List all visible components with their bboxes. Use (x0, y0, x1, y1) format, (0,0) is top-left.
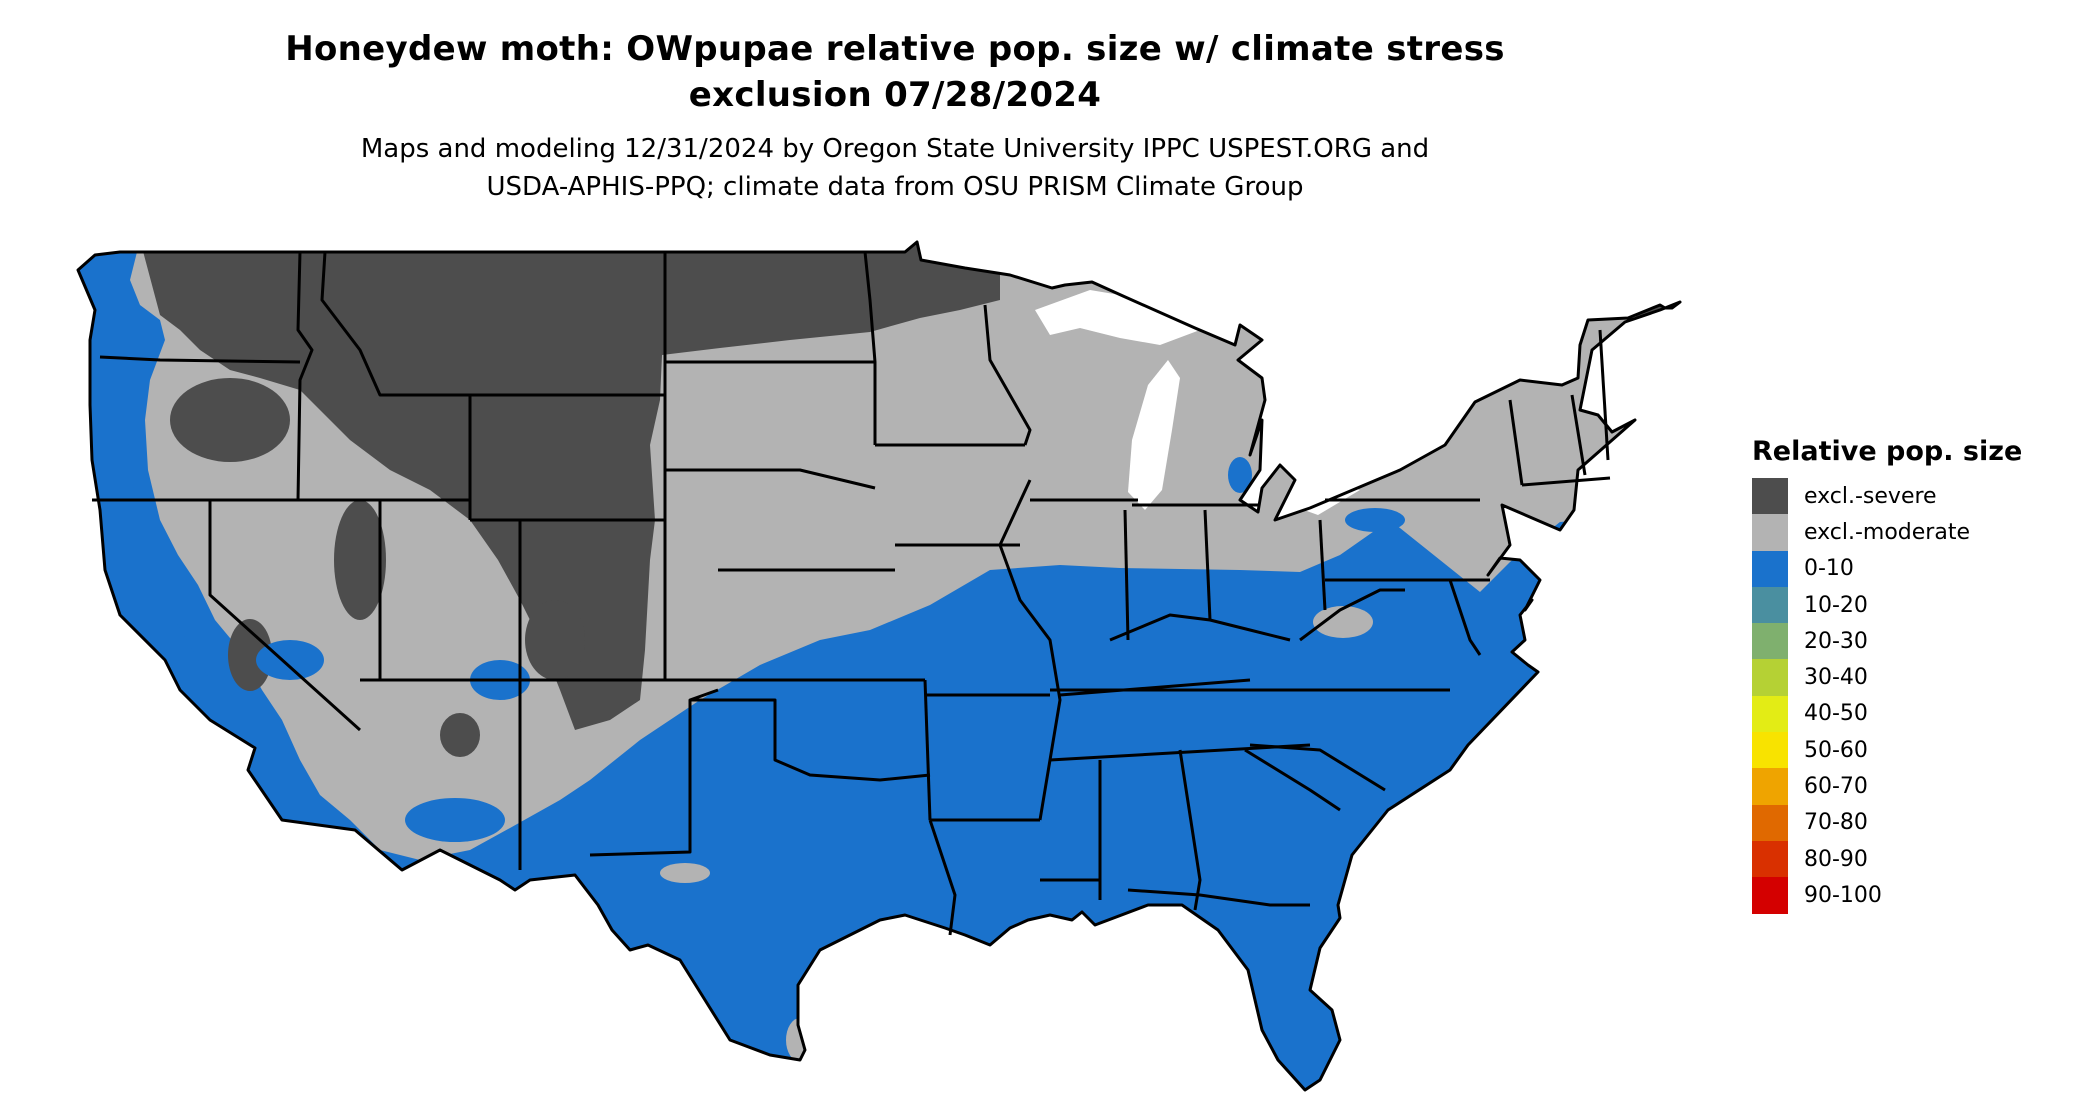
border-id-mt (320, 251, 472, 520)
severe-patch (170, 378, 290, 462)
border-al-ga (1178, 749, 1202, 911)
border-nh-me (1598, 329, 1610, 461)
legend-swatch (1752, 550, 1788, 587)
border-nc-sc (1249, 743, 1386, 792)
legend-item: 10-20 (1752, 586, 2082, 624)
legend-swatch (1752, 804, 1788, 841)
map-title-line-2: exclusion 07/28/2024 (688, 75, 1102, 115)
map-subtitle: Maps and modeling 12/31/2024 by Oregon S… (0, 130, 1790, 206)
border-mn-west (863, 251, 877, 445)
legend-swatch (1752, 732, 1788, 769)
moderate-patch (786, 1018, 814, 1062)
legend-label: excl.-moderate (1804, 519, 1970, 545)
legend-items: excl.-severe excl.-moderate 0-10 10-20 2… (1752, 478, 2082, 914)
legend-label: excl.-severe (1804, 483, 1937, 509)
legend-item: 30-40 (1752, 659, 2082, 696)
border-va-wv (1299, 588, 1405, 642)
border-ca-nv (208, 500, 362, 732)
legend-label: 30-40 (1804, 665, 1868, 691)
border-new-england-south (1521, 476, 1611, 487)
moderate-patch (1313, 606, 1373, 638)
legend-label: 70-80 (1804, 810, 1868, 836)
blue-patch (1228, 457, 1252, 493)
border-wa-or (99, 355, 301, 364)
legend-swatch (1752, 623, 1788, 660)
border-ky-north (1109, 613, 1291, 642)
legend-item: 70-80 (1752, 804, 2082, 841)
legend-item: excl.-severe (1752, 478, 2082, 515)
blue-patch (1345, 508, 1405, 532)
map-subtitle-line-2: USDA-APHIS-PPQ; climate data from OSU PR… (486, 172, 1304, 202)
border-md-de (1448, 579, 1482, 656)
moderate-patch (660, 863, 710, 883)
border-ky-south (1059, 678, 1251, 697)
legend-item: 50-60 (1752, 732, 2082, 769)
legend-label: 90-100 (1804, 882, 1882, 908)
severe-patch (228, 619, 272, 691)
legend-item: 0-10 (1752, 550, 2082, 587)
legend-label: 80-90 (1804, 846, 1868, 872)
border-nm-tx (589, 688, 719, 857)
legend-label: 0-10 (1804, 556, 1854, 582)
legend-swatch (1752, 877, 1788, 914)
legend: Relative pop. size excl.-severe excl.-mo… (1752, 434, 2082, 914)
state-borders (76, 240, 1682, 1092)
border-vt-nh (1570, 394, 1587, 476)
severe-patch (440, 713, 480, 757)
legend-swatch (1752, 478, 1788, 515)
border-oh-east (1318, 519, 1327, 611)
west-coast-0-10-strip (85, 250, 210, 700)
border-sd-ne (665, 468, 876, 490)
lake-superior (1035, 290, 1200, 345)
border-tx-la (928, 819, 957, 936)
legend-label: 60-70 (1804, 774, 1868, 800)
border-ok-ar (923, 679, 932, 821)
legend-swatch (1752, 586, 1788, 624)
border-il-in (1123, 509, 1130, 641)
border-ok-tx (690, 698, 931, 782)
lake-michigan (1128, 360, 1180, 510)
border-ny-new-england (1508, 399, 1524, 486)
legend-item: excl.-moderate (1752, 514, 2082, 551)
legend-swatch (1752, 695, 1788, 733)
legend-swatch (1752, 840, 1788, 878)
category-severe-layer (140, 242, 1000, 730)
severe-patch (525, 600, 585, 680)
legend-label: 20-30 (1804, 628, 1868, 654)
legend-item: 20-30 (1752, 623, 2082, 660)
population-layers (78, 242, 1680, 1090)
map-title-line-1: Honeydew moth: OWpupae relative pop. siz… (285, 29, 1505, 69)
border-or-id (296, 251, 314, 501)
border-in-oh (1203, 509, 1212, 621)
legend-label: 10-20 (1804, 592, 1868, 618)
legend-swatch (1752, 768, 1788, 805)
legend-swatch (1752, 514, 1788, 551)
map-subtitle-line-1: Maps and modeling 12/31/2024 by Oregon S… (360, 134, 1430, 164)
legend-swatch (1752, 659, 1788, 696)
severe-patch (334, 500, 386, 620)
border-mn-wi (983, 304, 1032, 446)
border-fl-north (1127, 888, 1310, 907)
legend-title: Relative pop. size (1752, 436, 2023, 467)
border-ga-sc (1244, 748, 1341, 812)
legend-label: 50-60 (1804, 737, 1868, 763)
map-title: Honeydew moth: OWpupae relative pop. siz… (0, 26, 1790, 118)
blue-patch (405, 798, 505, 842)
legend-label: 40-50 (1804, 701, 1868, 727)
legend-item: 90-100 (1752, 877, 2082, 914)
legend-item: 40-50 (1752, 695, 2082, 733)
legend-item: 60-70 (1752, 768, 2082, 805)
legend-item: 80-90 (1752, 840, 2082, 878)
